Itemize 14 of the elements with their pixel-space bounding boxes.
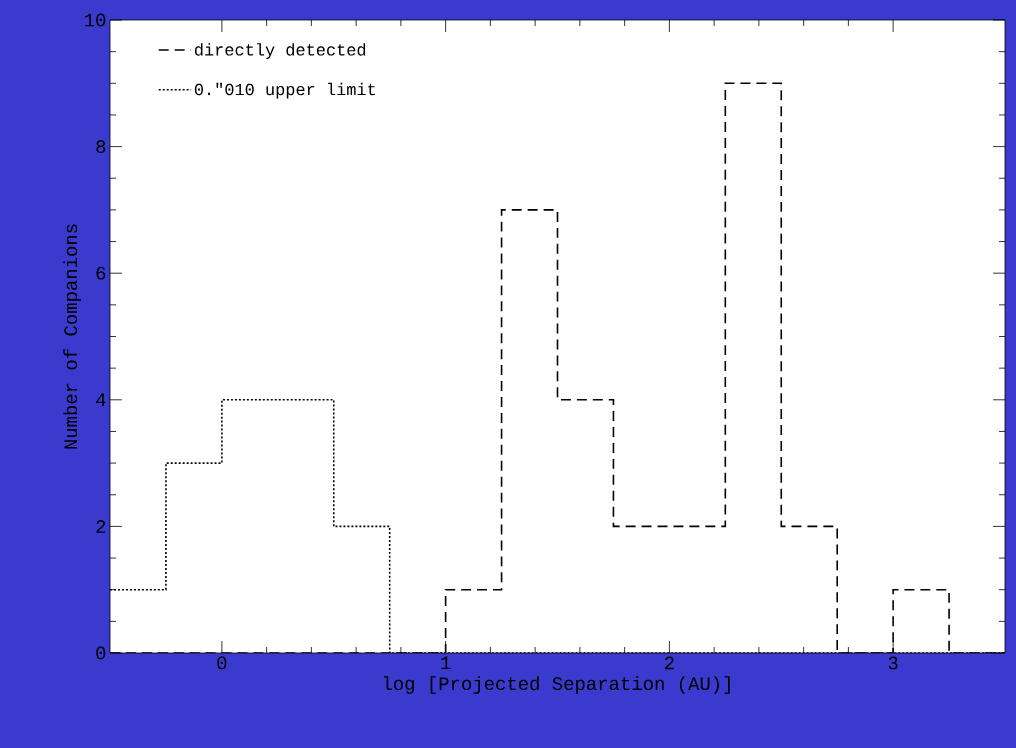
x-tick-label: 0 xyxy=(217,656,227,670)
y-tick-label: 2 xyxy=(96,520,106,533)
x-tick-label: 1 xyxy=(441,656,451,669)
y-tick-label: 4 xyxy=(96,393,106,407)
x-axis-title: log [Projected Separation (AU)] xyxy=(383,676,730,694)
y-tick-label: 8 xyxy=(96,140,106,154)
y-axis-title: Number of Companions xyxy=(63,224,81,449)
y-tick-label: 6 xyxy=(96,266,106,280)
legend-label: 0.″010 upper limit xyxy=(194,82,375,99)
y-tick-label: 10 xyxy=(85,13,106,27)
y-tick-label: 0 xyxy=(96,646,106,660)
x-tick-label: 2 xyxy=(665,656,674,670)
x-tick-label: 3 xyxy=(888,656,898,670)
legend-label: directly detected xyxy=(194,43,366,59)
